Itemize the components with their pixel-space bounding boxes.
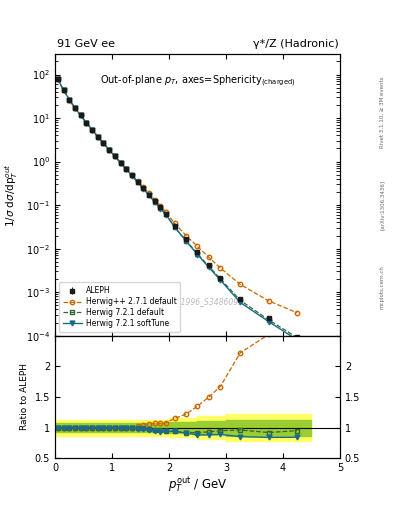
Herwig++ 2.7.1 default bbox=[124, 166, 129, 172]
Herwig 7.2.1 softTune bbox=[124, 166, 129, 172]
Herwig 7.2.1 default bbox=[112, 153, 117, 159]
Text: Rivet 3.1.10, ≥ 3M events: Rivet 3.1.10, ≥ 3M events bbox=[380, 77, 384, 148]
Herwig++ 2.7.1 default bbox=[218, 265, 223, 271]
Herwig++ 2.7.1 default bbox=[266, 298, 271, 304]
Herwig 7.2.1 default bbox=[73, 105, 77, 111]
Herwig++ 2.7.1 default bbox=[135, 178, 140, 184]
Herwig 7.2.1 softTune bbox=[135, 179, 140, 185]
Herwig 7.2.1 default bbox=[266, 317, 271, 323]
Herwig 7.2.1 default bbox=[152, 199, 157, 205]
Herwig 7.2.1 softTune bbox=[184, 238, 189, 244]
Herwig 7.2.1 default bbox=[295, 334, 299, 340]
Herwig++ 2.7.1 default bbox=[112, 153, 117, 159]
Herwig++ 2.7.1 default bbox=[67, 97, 72, 103]
Herwig++ 2.7.1 default bbox=[164, 209, 169, 215]
Herwig 7.2.1 softTune bbox=[112, 153, 117, 159]
Herwig 7.2.1 softTune bbox=[95, 134, 100, 140]
Text: ALEPH_1996_S3486095: ALEPH_1996_S3486095 bbox=[152, 297, 243, 306]
Herwig 7.2.1 softTune bbox=[107, 147, 112, 153]
Herwig 7.2.1 softTune bbox=[130, 173, 134, 179]
Herwig++ 2.7.1 default bbox=[184, 232, 189, 239]
Herwig 7.2.1 softTune bbox=[173, 224, 177, 230]
Herwig++ 2.7.1 default bbox=[101, 140, 106, 146]
Herwig 7.2.1 default bbox=[67, 97, 72, 103]
Herwig 7.2.1 default bbox=[55, 76, 60, 82]
Herwig 7.2.1 default bbox=[207, 263, 211, 269]
Herwig 7.2.1 default bbox=[130, 173, 134, 179]
Herwig++ 2.7.1 default bbox=[195, 243, 200, 249]
Herwig++ 2.7.1 default bbox=[107, 147, 112, 153]
Herwig 7.2.1 default bbox=[238, 297, 242, 304]
Herwig 7.2.1 default bbox=[78, 112, 83, 118]
Text: 91 GeV ee: 91 GeV ee bbox=[57, 38, 115, 49]
Text: [arXiv:1306.3436]: [arXiv:1306.3436] bbox=[380, 180, 384, 230]
Herwig 7.2.1 softTune bbox=[118, 160, 123, 166]
Herwig 7.2.1 default bbox=[124, 166, 129, 172]
Herwig 7.2.1 default bbox=[118, 160, 123, 166]
Herwig++ 2.7.1 default bbox=[238, 281, 242, 287]
Herwig 7.2.1 softTune bbox=[218, 277, 223, 283]
Herwig 7.2.1 softTune bbox=[164, 211, 169, 218]
Herwig++ 2.7.1 default bbox=[55, 76, 60, 82]
Line: Herwig 7.2.1 softTune: Herwig 7.2.1 softTune bbox=[55, 77, 299, 343]
Herwig 7.2.1 softTune bbox=[84, 120, 89, 126]
Text: Out-of-plane $p_T$, axes=Sphericity$_{\rm (charged)}$: Out-of-plane $p_T$, axes=Sphericity$_{\r… bbox=[99, 74, 296, 89]
Herwig++ 2.7.1 default bbox=[130, 173, 134, 179]
Herwig 7.2.1 softTune bbox=[73, 105, 77, 111]
Text: γ*/Z (Hadronic): γ*/Z (Hadronic) bbox=[253, 38, 339, 49]
Herwig++ 2.7.1 default bbox=[173, 220, 177, 226]
Herwig 7.2.1 default bbox=[107, 147, 112, 153]
Text: mcplots.cern.ch: mcplots.cern.ch bbox=[380, 265, 384, 309]
Herwig 7.2.1 default bbox=[61, 87, 66, 93]
Herwig++ 2.7.1 default bbox=[158, 203, 163, 209]
Herwig++ 2.7.1 default bbox=[84, 120, 89, 126]
Herwig 7.2.1 default bbox=[147, 192, 151, 198]
Herwig 7.2.1 default bbox=[173, 224, 177, 230]
Herwig 7.2.1 default bbox=[135, 179, 140, 185]
Herwig 7.2.1 softTune bbox=[158, 205, 163, 211]
Herwig++ 2.7.1 default bbox=[147, 190, 151, 197]
Herwig 7.2.1 softTune bbox=[55, 76, 60, 82]
Herwig++ 2.7.1 default bbox=[118, 160, 123, 166]
Herwig 7.2.1 softTune bbox=[266, 318, 271, 325]
Line: Herwig++ 2.7.1 default: Herwig++ 2.7.1 default bbox=[56, 77, 299, 315]
Herwig 7.2.1 default bbox=[195, 251, 200, 257]
Herwig 7.2.1 default bbox=[158, 205, 163, 211]
Herwig++ 2.7.1 default bbox=[141, 184, 146, 190]
Herwig++ 2.7.1 default bbox=[295, 310, 299, 316]
Herwig 7.2.1 softTune bbox=[141, 186, 146, 192]
Line: Herwig 7.2.1 default: Herwig 7.2.1 default bbox=[56, 77, 299, 340]
Legend: ALEPH, Herwig++ 2.7.1 default, Herwig 7.2.1 default, Herwig 7.2.1 softTune: ALEPH, Herwig++ 2.7.1 default, Herwig 7.… bbox=[59, 283, 180, 332]
Herwig 7.2.1 default bbox=[90, 126, 94, 133]
Herwig 7.2.1 softTune bbox=[295, 337, 299, 343]
Herwig 7.2.1 softTune bbox=[90, 126, 94, 133]
Herwig++ 2.7.1 default bbox=[61, 87, 66, 93]
Herwig 7.2.1 softTune bbox=[207, 264, 211, 270]
Herwig 7.2.1 softTune bbox=[67, 97, 72, 103]
Herwig 7.2.1 softTune bbox=[78, 112, 83, 118]
Herwig 7.2.1 softTune bbox=[147, 193, 151, 199]
Herwig 7.2.1 softTune bbox=[152, 199, 157, 205]
Herwig++ 2.7.1 default bbox=[90, 126, 94, 133]
Herwig 7.2.1 default bbox=[101, 140, 106, 146]
Y-axis label: Ratio to ALEPH: Ratio to ALEPH bbox=[20, 364, 29, 431]
Herwig++ 2.7.1 default bbox=[152, 197, 157, 203]
Herwig++ 2.7.1 default bbox=[78, 112, 83, 118]
Herwig 7.2.1 default bbox=[184, 238, 189, 244]
Herwig 7.2.1 default bbox=[218, 275, 223, 282]
Herwig 7.2.1 default bbox=[164, 211, 169, 218]
Herwig 7.2.1 default bbox=[141, 185, 146, 191]
X-axis label: $p_T^{\rm out}$ / GeV: $p_T^{\rm out}$ / GeV bbox=[168, 476, 227, 495]
Herwig 7.2.1 softTune bbox=[195, 251, 200, 258]
Herwig++ 2.7.1 default bbox=[95, 134, 100, 140]
Herwig 7.2.1 softTune bbox=[61, 87, 66, 93]
Herwig 7.2.1 softTune bbox=[238, 300, 242, 306]
Y-axis label: 1/$\sigma$ d$\sigma$/dp$_T^{out}$: 1/$\sigma$ d$\sigma$/dp$_T^{out}$ bbox=[4, 163, 20, 227]
Herwig++ 2.7.1 default bbox=[73, 105, 77, 111]
Herwig++ 2.7.1 default bbox=[207, 254, 211, 261]
Herwig 7.2.1 default bbox=[95, 134, 100, 140]
Herwig 7.2.1 softTune bbox=[101, 140, 106, 146]
Herwig 7.2.1 default bbox=[84, 120, 89, 126]
